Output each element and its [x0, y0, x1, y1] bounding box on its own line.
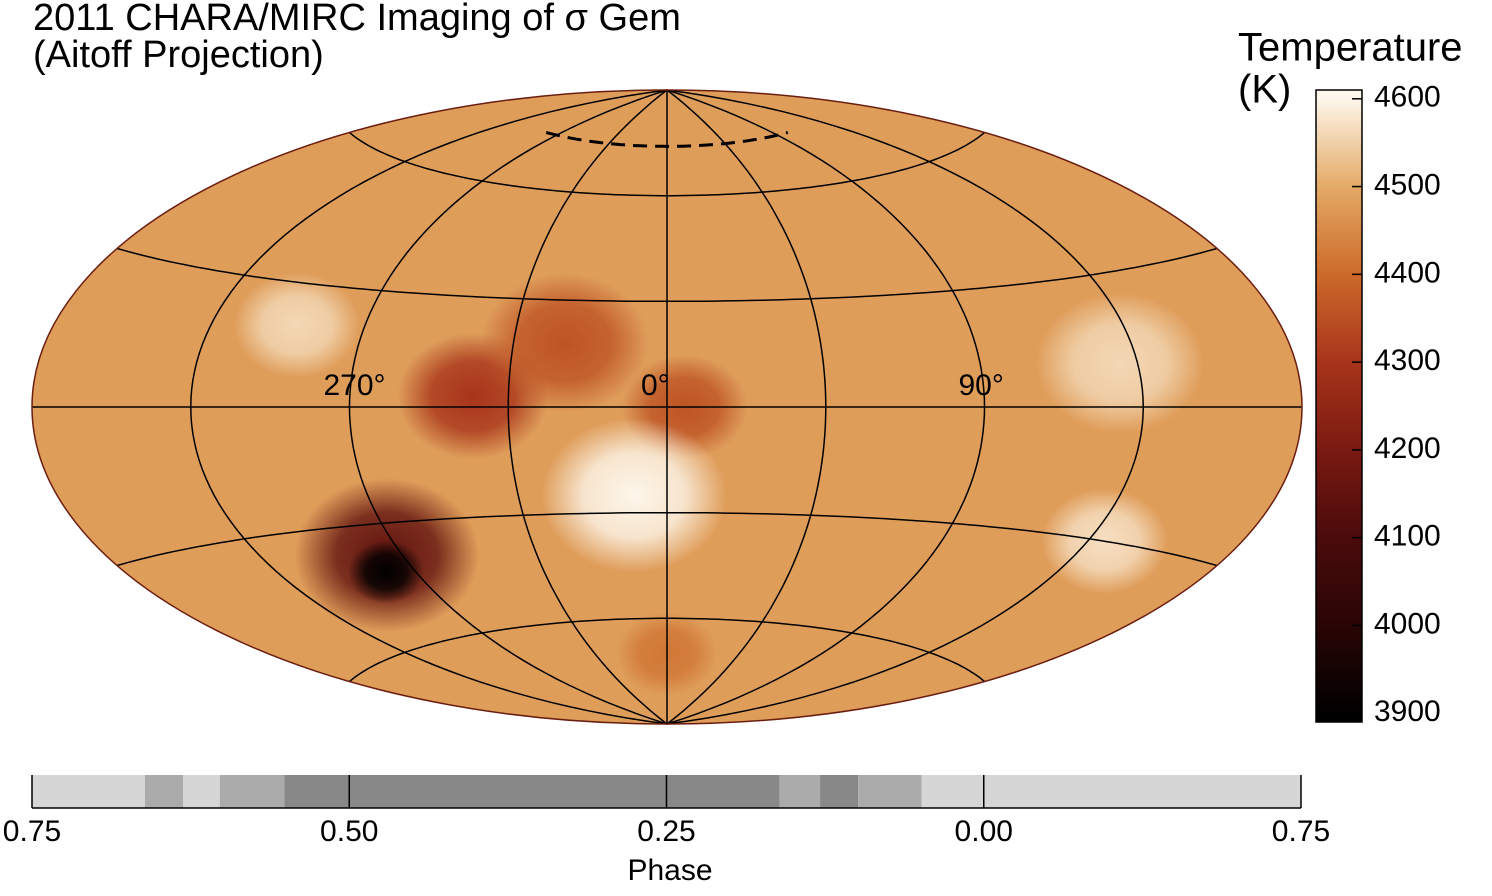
x-tick-label: 0.00 [955, 815, 1013, 848]
colorbar-tick-label: 4300 [1374, 344, 1441, 377]
phase-coverage [284, 775, 780, 808]
temperature-feature [480, 272, 649, 413]
chart-title: 2011 CHARA/MIRC Imaging of σ Gem [33, 0, 681, 39]
longitude-label: 90° [959, 369, 1004, 402]
temperature-feature [348, 540, 424, 604]
longitude-label: 0° [641, 369, 670, 402]
parallel [116, 511, 1218, 567]
parallel [349, 131, 985, 197]
x-tick-label: 0.75 [3, 815, 61, 848]
colorbar-tick-label: 4100 [1374, 520, 1441, 553]
temperature-feature [233, 272, 360, 378]
phase-coverage [183, 775, 220, 808]
colorbar-tick-label: 4400 [1374, 256, 1441, 289]
parallel [116, 247, 1218, 303]
colorbar-tick-label: 4600 [1374, 81, 1441, 114]
parallel [349, 617, 985, 683]
colorbar-tick-label: 3900 [1374, 695, 1441, 728]
colorbar-label: Temperature [1238, 26, 1463, 70]
colorbar-tick-label: 4000 [1374, 607, 1441, 640]
colorbar-tick-label: 4200 [1374, 432, 1441, 465]
colorbar-label: (K) [1238, 68, 1291, 112]
longitude-label: 270° [324, 369, 386, 402]
phase-coverage [921, 775, 1301, 808]
phase-coverage [779, 775, 821, 808]
x-tick-label: 0.50 [320, 815, 378, 848]
map-features [233, 272, 1204, 696]
colorbar-tick-label: 4500 [1374, 168, 1441, 201]
phase-coverage [32, 775, 145, 808]
visibility-limit [545, 131, 789, 148]
colorbar [1315, 89, 1363, 723]
temperature-feature [541, 418, 727, 573]
phase-coverage [144, 775, 184, 808]
chart-subtitle: (Aitoff Projection) [33, 34, 324, 76]
phase-coverage [219, 775, 285, 808]
phase-coverage [820, 775, 859, 808]
map-outline [31, 89, 1303, 725]
temperature-feature [1035, 293, 1204, 434]
x-tick-label: 0.25 [637, 815, 695, 848]
x-tick-label: 0.75 [1272, 815, 1330, 848]
x-axis-label: Phase [627, 854, 712, 887]
phase-coverage [858, 775, 922, 808]
